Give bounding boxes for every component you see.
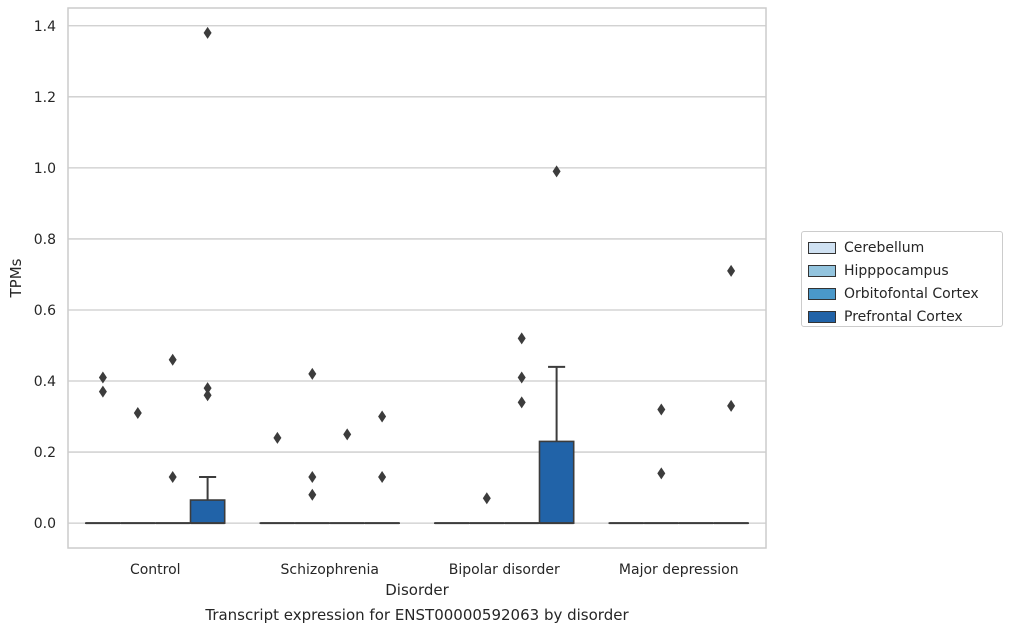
y-tick-label: 1.0 <box>34 161 56 177</box>
outlier-point <box>552 165 561 178</box>
legend-swatch <box>808 264 836 277</box>
legend-swatch <box>808 310 836 323</box>
outlier-point <box>378 410 387 423</box>
x-tick-label: Major depression <box>619 562 739 578</box>
legend-item: Hipppocampus <box>808 259 1002 282</box>
legend-item: Orbitofontal Cortex <box>808 282 1002 305</box>
x-tick-label: Schizophrenia <box>281 562 379 578</box>
outlier-point <box>727 399 736 412</box>
box-cerebellum <box>84 371 121 525</box>
outlier-point <box>203 382 212 395</box>
y-tick-label: 1.4 <box>34 19 56 35</box>
outlier-point <box>273 431 282 444</box>
outlier-point <box>727 264 736 277</box>
outlier-point <box>517 396 526 409</box>
y-tick-label: 0.0 <box>34 516 56 532</box>
outlier-point <box>168 470 177 483</box>
outlier-point <box>98 371 107 384</box>
legend: Cerebellum Hipppocampus Orbitofontal Corte… <box>801 231 1003 327</box>
outlier-point <box>203 389 212 402</box>
legend-swatch <box>808 241 836 254</box>
outlier-point <box>308 470 317 483</box>
box-body <box>189 499 226 524</box>
outlier-point <box>203 26 212 39</box>
box-hipppocampus <box>119 407 156 525</box>
gridlines <box>68 25 766 524</box>
y-tick-label: 0.4 <box>34 374 56 390</box>
box-hipppocampus <box>643 403 680 525</box>
box-orbitofontal-cortex <box>154 353 191 525</box>
y-tick-label: 0.2 <box>34 445 56 461</box>
box-orbitofontal-cortex <box>329 428 366 525</box>
box-prefrontal-cortex <box>538 165 575 525</box>
outlier-point <box>517 371 526 384</box>
outlier-point <box>98 385 107 398</box>
axis-ticks: 0.0 0.2 0.4 0.6 0.8 1.0 1.2 1.4 Control Schizophr… <box>34 19 739 578</box>
y-tick-label: 0.8 <box>34 232 56 248</box>
legend-label: Hipppocampus <box>844 262 949 279</box>
y-tick-label: 1.2 <box>34 90 56 106</box>
y-axis-label: TPMs <box>7 258 25 298</box>
legend-item: Cerebellum <box>808 236 1002 259</box>
outlier-point <box>482 492 491 505</box>
legend-item: Prefrontal Cortex <box>808 305 1002 328</box>
outlier-point <box>308 367 317 380</box>
box-orbitofontal-cortex <box>503 332 540 525</box>
outlier-point <box>378 470 387 483</box>
box-body <box>538 440 575 524</box>
x-axis-label: Disorder <box>385 581 449 599</box>
outlier-point <box>657 403 666 416</box>
box-prefrontal-cortex <box>189 26 226 525</box>
outlier-point <box>133 407 142 419</box>
outlier-point <box>657 467 666 480</box>
outlier-point <box>168 353 177 366</box>
outlier-point <box>343 428 352 441</box>
legend-label: Prefrontal Cortex <box>844 308 963 325</box>
box-cerebellum <box>259 431 296 525</box>
box-hipppocampus <box>294 367 331 525</box>
legend-swatch <box>808 287 836 300</box>
outlier-point <box>517 332 526 345</box>
legend-label: Orbitofontal Cortex <box>844 285 979 302</box>
box-prefrontal-cortex <box>713 264 750 525</box>
box-prefrontal-cortex <box>364 410 401 525</box>
x-tick-label: Bipolar disorder <box>449 562 560 578</box>
box-plot-marks <box>84 26 750 525</box>
chart-caption: Transcript expression for ENST0000059206… <box>205 606 629 624</box>
x-tick-label: Control <box>130 562 181 578</box>
legend-label: Cerebellum <box>844 239 925 256</box>
plot-frame <box>67 7 767 549</box>
box-hipppocampus <box>468 492 505 525</box>
y-tick-label: 0.6 <box>34 303 56 319</box>
outlier-point <box>308 488 317 501</box>
